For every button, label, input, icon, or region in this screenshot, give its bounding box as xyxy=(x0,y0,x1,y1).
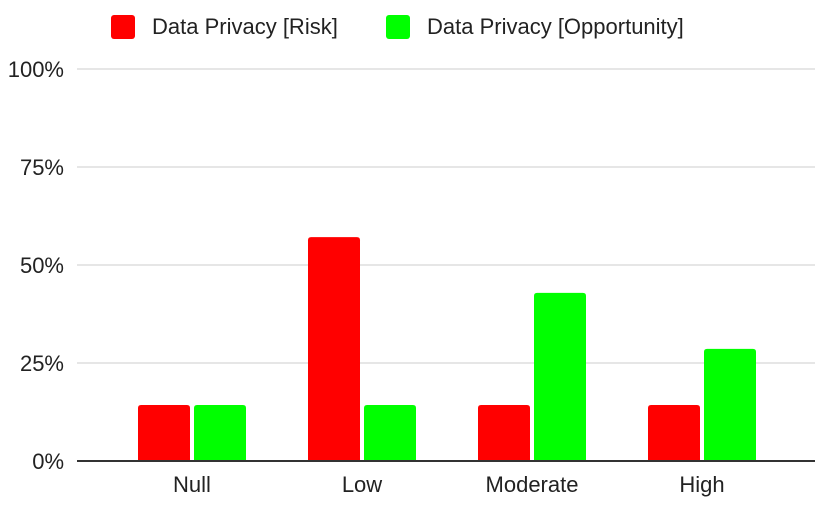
legend: Data Privacy [Risk] Data Privacy [Opport… xyxy=(111,14,684,39)
bars xyxy=(138,237,756,461)
bar-risk-null xyxy=(138,404,190,461)
bar-risk-high xyxy=(648,404,700,461)
x-tick-label: Null xyxy=(173,472,211,497)
legend-swatch-opportunity xyxy=(386,15,410,39)
legend-label-opportunity: Data Privacy [Opportunity] xyxy=(427,14,684,39)
bar-opportunity-moderate xyxy=(534,292,586,461)
y-axis-tick-labels: 0% 25% 50% 75% 100% xyxy=(8,57,64,474)
bar-risk-moderate xyxy=(478,404,530,461)
x-tick-label: Moderate xyxy=(486,472,579,497)
y-tick-label: 0% xyxy=(32,449,64,474)
y-tick-label: 25% xyxy=(20,351,64,376)
bar-risk-low xyxy=(308,237,360,461)
gridlines xyxy=(77,68,815,364)
legend-label-risk: Data Privacy [Risk] xyxy=(152,14,338,39)
y-tick-label: 100% xyxy=(8,57,64,82)
bar-opportunity-high xyxy=(704,348,756,461)
bar-opportunity-low xyxy=(364,404,416,461)
bar-opportunity-null xyxy=(194,404,246,461)
x-tick-label: Low xyxy=(342,472,382,497)
x-axis-tick-labels: Null Low Moderate High xyxy=(173,472,725,497)
x-tick-label: High xyxy=(679,472,724,497)
legend-swatch-risk xyxy=(111,15,135,39)
y-tick-label: 75% xyxy=(20,155,64,180)
y-tick-label: 50% xyxy=(20,253,64,278)
